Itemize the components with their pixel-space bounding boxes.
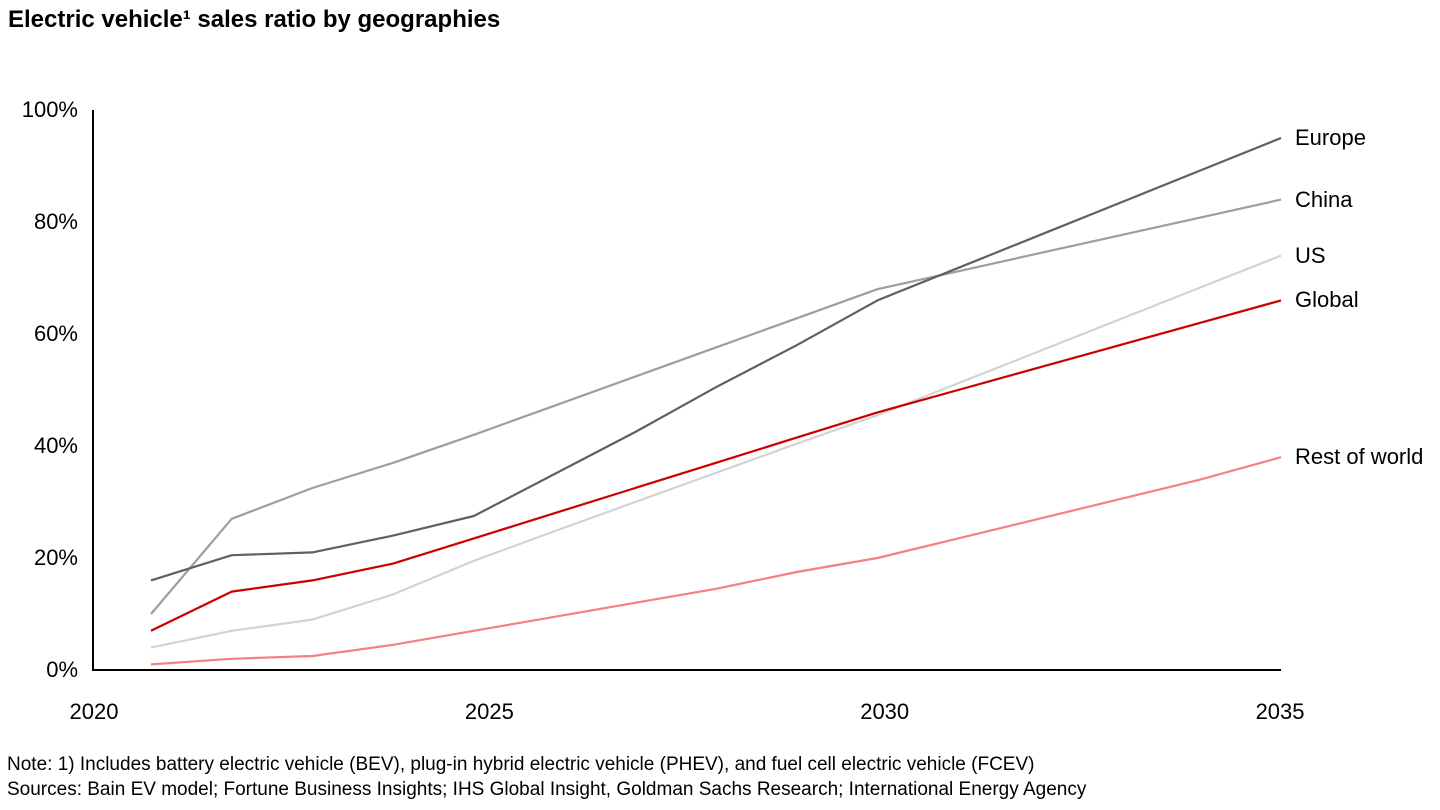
line-europe (150, 136, 1282, 582)
line-us (150, 254, 1282, 649)
note-text: Note: 1) Includes battery electric vehic… (7, 754, 1035, 775)
y-tick-label: 80% (33, 209, 78, 234)
series-label-global: Global (1295, 287, 1359, 313)
line-china (150, 198, 1282, 615)
sources-text: Sources: Bain EV model; Fortune Business… (7, 779, 1087, 800)
y-tick-label: 60% (33, 321, 78, 346)
y-tick-label: 0% (46, 657, 78, 682)
line-global (150, 299, 1282, 632)
x-tick-label: 2020 (69, 699, 119, 724)
series-label-rest-of-world: Rest of world (1295, 444, 1424, 470)
y-tick-label: 20% (33, 545, 78, 570)
series-label-us: US (1295, 242, 1326, 268)
x-tick-label: 2030 (860, 699, 910, 724)
chart-footer: Note: 1) Includes battery electric vehic… (7, 752, 1427, 802)
line-rest-of-world (150, 456, 1282, 666)
x-tick-label: 2035 (1255, 699, 1305, 724)
y-tick-label: 40% (33, 433, 78, 458)
chart-title: Electric vehicle¹ sales ratio by geograp… (8, 6, 501, 33)
series-label-china: China (1295, 186, 1353, 212)
x-tick-label: 2025 (464, 699, 514, 724)
series-label-europe: Europe (1295, 125, 1366, 150)
y-tick-label: 100% (21, 97, 78, 122)
